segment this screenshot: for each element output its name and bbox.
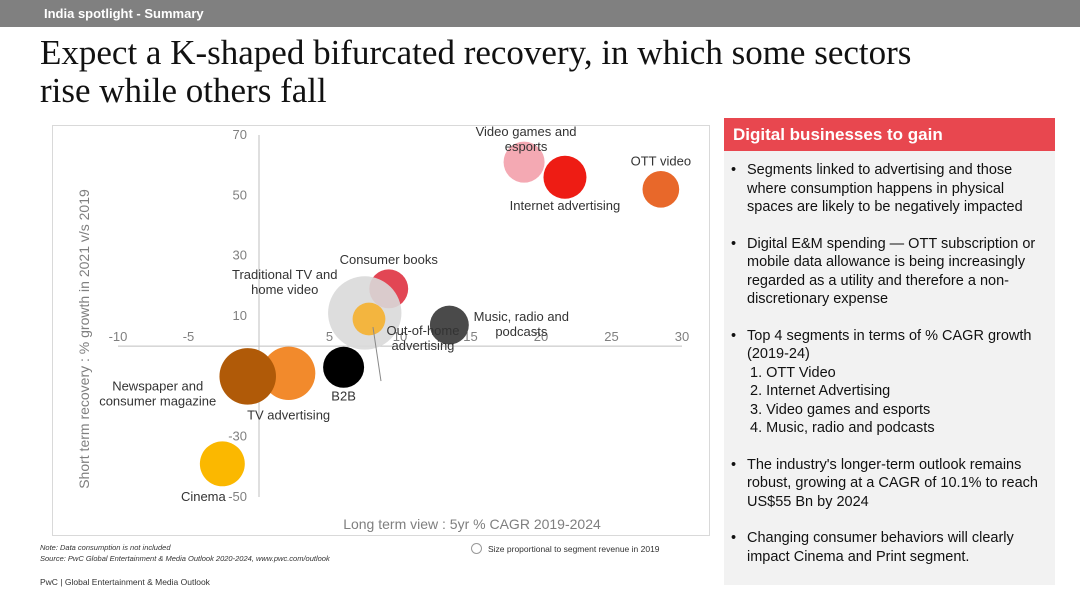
top-segments-list: 1. OTT Video 2. Internet Advertising 3. … — [747, 364, 1045, 438]
chart-note: Note: Data consumption is not included — [40, 543, 171, 552]
y-tick-label: -50 — [228, 489, 247, 504]
x-axis-label: Long term view : 5yr % CAGR 2019-2024 — [343, 516, 601, 532]
x-tick-label: 5 — [326, 329, 333, 344]
legend-circle-icon — [471, 543, 482, 554]
bubble-label-line: Out-of-home — [386, 323, 459, 338]
bubble-point — [642, 170, 680, 208]
bubble-label-line: OTT video — [631, 153, 691, 168]
chart-bubbles — [199, 141, 680, 487]
bubble-label-line: Video games and — [476, 124, 577, 139]
bubble-label: Music, radio and podcasts — [474, 309, 569, 339]
bubble-label: Cinema — [181, 489, 227, 504]
bubble-label-line: Cinema — [181, 489, 227, 504]
y-tick-label: 70 — [233, 127, 247, 142]
bullet-item: The industry's longer-term outlook remai… — [724, 456, 1045, 512]
size-legend: Size proportional to segment revenue in … — [471, 543, 660, 554]
bubble-label-line: esports — [505, 139, 548, 154]
bubble-point — [429, 305, 469, 345]
list-item: 2. Internet Advertising — [750, 383, 891, 399]
bubble-label-line: B2B — [331, 388, 356, 403]
bullet-item: Digital E&M spending — OTT subscription … — [724, 235, 1045, 309]
x-tick-label: -5 — [183, 329, 195, 344]
bubble-label-line: Consumer books — [340, 252, 439, 267]
bullet-item: Top 4 segments in terms of % CAGR growth… — [724, 327, 1045, 438]
bubble-point — [543, 155, 587, 199]
list-item: 1. OTT Video — [750, 364, 836, 381]
list-item: 4. Music, radio and podcasts — [750, 420, 935, 436]
summary-panel: Digital businesses to gain Segments link… — [724, 118, 1055, 585]
bullet-item: Segments linked to advertising and those… — [724, 161, 1045, 217]
legend-label: Size proportional to segment revenue in … — [488, 543, 660, 554]
bullet-item: Changing consumer behaviors will clearly… — [724, 529, 1045, 566]
bubble-label: Traditional TV and home video — [232, 267, 338, 297]
page-title: Expect a K-shaped bifurcated recovery, i… — [40, 34, 1050, 110]
y-tick-label: 30 — [233, 248, 247, 263]
bubble-label: Consumer books — [340, 252, 439, 267]
panel-bullets: Segments linked to advertising and those… — [724, 151, 1055, 566]
bubble-label: Out-of-home advertising — [386, 323, 459, 353]
bubble-label-line: home video — [251, 282, 318, 297]
bullet-text: Top 4 segments in terms of % CAGR growth… — [747, 327, 1032, 363]
bubble-label: Video games and esports — [476, 124, 577, 154]
bubble-label-line: advertising — [392, 338, 455, 353]
y-axis-label: Short term recovery : % growth in 2021 v… — [76, 189, 92, 489]
y-tick-label: 50 — [233, 187, 247, 202]
x-tick-label: -10 — [109, 329, 128, 344]
bubble-label-line: Internet advertising — [510, 198, 621, 213]
bubble-point — [261, 346, 316, 401]
list-item: 3. Video games and esports — [750, 401, 931, 418]
bubble-point — [199, 441, 245, 487]
bubble-label: Internet advertising — [510, 198, 621, 213]
bubble-label: Newspaper and consumer magazine — [99, 378, 216, 408]
panel-heading: Digital businesses to gain — [724, 118, 1055, 151]
chart-source: Source: PwC Global Entertainment & Media… — [40, 554, 330, 563]
chart-frame — [52, 125, 710, 536]
bubble-label: OTT video — [631, 153, 691, 168]
footer: PwC | Global Entertainment & Media Outlo… — [40, 577, 210, 587]
bubble-point — [323, 346, 365, 388]
x-tick-label: 20 — [534, 329, 548, 344]
x-tick-label: 25 — [604, 329, 618, 344]
title-line-1: Expect a K-shaped bifurcated recovery, i… — [40, 33, 912, 72]
section-label: India spotlight - Summary — [44, 6, 204, 21]
x-tick-label: 30 — [675, 329, 689, 344]
bubble-label-line: Traditional TV and — [232, 267, 338, 282]
bubble-label-line: Music, radio and — [474, 309, 569, 324]
leader-line — [372, 326, 382, 382]
header-bar: India spotlight - Summary — [0, 0, 1080, 27]
bubble-label: TV advertising — [247, 407, 330, 422]
bubble-label: B2B — [331, 388, 356, 403]
y-tick-label: 10 — [233, 308, 247, 323]
chart-labels: Video games and esports Internet advertisi… — [99, 124, 691, 504]
x-tick-label: 10 — [393, 329, 407, 344]
bubble-point — [503, 141, 545, 183]
bubble-point — [219, 348, 276, 405]
bubble-label-line: Newspaper and — [112, 378, 203, 393]
bubble-label-line: consumer magazine — [99, 393, 216, 408]
bubble-point — [352, 302, 386, 336]
bubble-label-line: podcasts — [495, 324, 548, 339]
y-tick-label: -30 — [228, 429, 247, 444]
bubble-label-line: TV advertising — [247, 407, 330, 422]
title-line-2: rise while others fall — [40, 71, 327, 110]
